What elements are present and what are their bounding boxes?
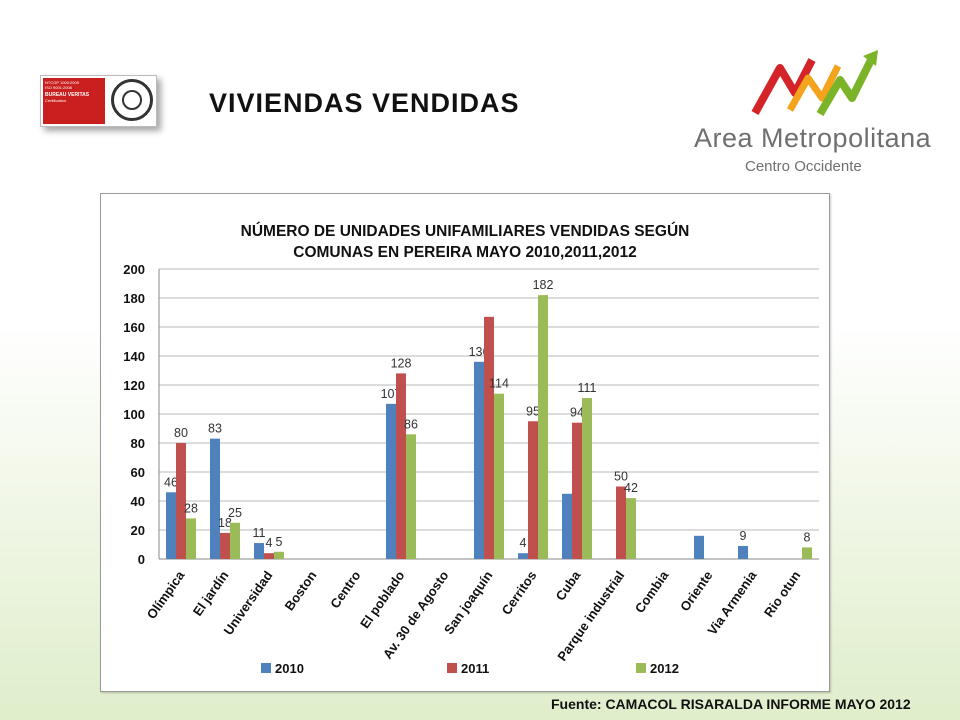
x-tick-label: El poblado — [357, 568, 407, 631]
y-tick-label: 40 — [131, 494, 145, 509]
bar-2010 — [562, 493, 572, 559]
bar-chart: NÚMERO DE UNIDADES UNIFAMILIARES VENDIDA… — [123, 222, 819, 676]
y-tick-label: 20 — [131, 523, 145, 538]
data-label: 42 — [624, 481, 638, 495]
legend-swatch — [447, 663, 457, 673]
bar-2011 — [176, 443, 186, 559]
x-tick-label: El jardín — [190, 568, 232, 619]
logo-stroke-green — [816, 56, 876, 117]
y-tick-label: 160 — [123, 320, 145, 335]
bar-2011 — [396, 373, 406, 559]
bar-2010 — [474, 361, 484, 559]
bar-2011 — [484, 316, 494, 559]
data-label: 83 — [208, 422, 222, 436]
slide-title: VIVIENDAS VENDIDAS — [209, 88, 520, 118]
bar-2012 — [802, 547, 812, 559]
data-label: 5 — [276, 535, 283, 549]
legend-swatch — [636, 663, 646, 673]
data-label: 80 — [174, 426, 188, 440]
bar-2012 — [186, 518, 196, 559]
bar-2011 — [528, 421, 538, 559]
logo-name: Area Metropolitana — [694, 123, 932, 153]
y-tick-label: 100 — [123, 407, 145, 422]
bar-2012 — [230, 522, 240, 559]
data-label: 46 — [164, 475, 178, 489]
bar-2012 — [494, 393, 504, 559]
x-tick-label: Combia — [632, 567, 672, 615]
y-tick-label: 80 — [131, 436, 145, 451]
data-label: 9 — [740, 529, 747, 543]
data-label: 182 — [533, 278, 554, 292]
bar-2010 — [166, 492, 176, 559]
bar-2010 — [210, 438, 220, 559]
data-label: 25 — [228, 506, 242, 520]
data-label: 95 — [526, 404, 540, 418]
logo-subtitle: Centro Occidente — [745, 158, 862, 175]
chart-title-line: NÚMERO DE UNIDADES UNIFAMILIARES VENDIDA… — [241, 222, 690, 240]
data-label: 86 — [404, 417, 418, 431]
logo-stroke-red — [751, 58, 816, 115]
logo-arrow-head — [863, 50, 878, 66]
legend-label: 2011 — [461, 661, 489, 676]
bar-2010 — [694, 535, 704, 559]
data-label: 18 — [218, 516, 232, 530]
cert-brand: BUREAU VERITAS — [45, 92, 90, 98]
data-label: 128 — [391, 356, 412, 370]
x-tick-label: Olímpica — [144, 567, 188, 621]
y-tick-label: 180 — [123, 291, 145, 306]
bar-2011 — [220, 532, 230, 559]
data-label: 4 — [520, 536, 527, 550]
bar-2012 — [406, 434, 416, 559]
seal-inner-ring — [122, 90, 142, 110]
data-label: 4 — [266, 536, 273, 550]
data-label: 8 — [804, 530, 811, 544]
bar-2011 — [616, 486, 626, 559]
bar-2010 — [738, 545, 748, 559]
certification-seal-icon — [111, 79, 153, 121]
data-label: 94 — [570, 406, 584, 420]
bar-2012 — [626, 498, 636, 559]
data-label: 11 — [253, 526, 266, 540]
chart-frame: NÚMERO DE UNIDADES UNIFAMILIARES VENDIDA… — [100, 193, 830, 692]
data-label: 50 — [614, 470, 628, 484]
bar-2010 — [254, 543, 264, 559]
data-label: 28 — [184, 501, 198, 515]
x-tick-label: Cerritos — [499, 568, 540, 617]
legend-label: 2010 — [275, 661, 304, 676]
x-tick-label: Rio otun — [761, 568, 804, 620]
y-tick-label: 200 — [123, 262, 145, 277]
bar-2012 — [582, 398, 592, 559]
bar-2011 — [264, 553, 274, 559]
y-tick-label: 60 — [131, 465, 145, 480]
bar-2012 — [538, 295, 548, 559]
area-metropolitana-logo-mark — [751, 50, 878, 117]
bar-2010 — [386, 403, 396, 559]
certification-logo: NTCGP 1000:2009 ISO 9001:2008 BUREAU VER… — [40, 75, 157, 127]
y-tick-label: 0 — [138, 552, 145, 567]
bar-2010 — [518, 553, 528, 559]
x-tick-label: Boston — [281, 568, 319, 613]
logo-stroke-orange — [786, 64, 842, 112]
legend-label: 2012 — [650, 661, 679, 676]
data-label: 111 — [577, 381, 596, 395]
y-tick-label: 140 — [123, 349, 145, 364]
bar-2011 — [572, 422, 582, 559]
source-note: Fuente: CAMACOL RISARALDA INFORME MAYO 2… — [551, 696, 911, 712]
x-tick-label: Oriente — [677, 568, 715, 614]
x-tick-label: Cuba — [553, 567, 584, 603]
chart-title-line: COMUNAS EN PEREIRA MAYO 2010,2011,2012 — [293, 244, 636, 261]
certification-panel: NTCGP 1000:2009 ISO 9001:2008 BUREAU VER… — [43, 78, 105, 124]
cert-sub: Certification — [45, 98, 67, 103]
legend-swatch — [261, 663, 271, 673]
x-tick-label: Centro — [327, 568, 363, 611]
bar-2012 — [274, 551, 284, 559]
y-tick-label: 120 — [123, 378, 145, 393]
data-label: 114 — [489, 377, 509, 391]
